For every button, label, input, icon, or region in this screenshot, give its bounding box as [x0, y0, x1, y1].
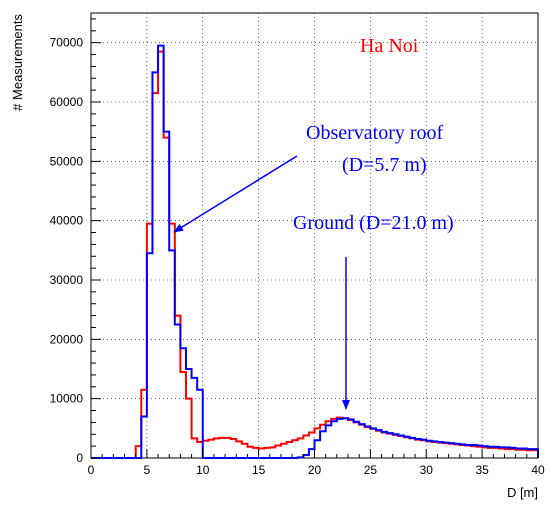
y-tick-label: 50000: [50, 154, 84, 168]
histogram-series-2: [91, 44, 539, 459]
ground-annotation-label: Ground (D=21.0 m): [293, 212, 454, 234]
y-tick-label: 0: [76, 451, 83, 465]
x-tick-label: 15: [252, 463, 266, 477]
x-tick-label: 25: [364, 463, 378, 477]
x-tick-label: 0: [88, 463, 95, 477]
city-label: Ha Noi: [360, 35, 419, 57]
x-tick-label: 5: [144, 463, 151, 477]
y-tick-label: 30000: [50, 273, 84, 287]
x-tick-label: 40: [531, 463, 545, 477]
x-tick-label: 10: [196, 463, 210, 477]
x-tick-label: 35: [475, 463, 489, 477]
y-tick-label: 70000: [50, 36, 84, 50]
x-tick-label: 20: [308, 463, 322, 477]
series-layer: [91, 44, 539, 459]
axis-ticks: 0 5 10 15 20 25 30 35 40 0 10000 20000 30000 40000 500…: [50, 18, 545, 477]
y-tick-label: 10000: [50, 392, 84, 406]
roof-annotation-label: Observatory roof: [306, 122, 444, 144]
x-tick-label: 30: [420, 463, 434, 477]
grid-lines: [91, 13, 538, 458]
plot-frame: [90, 12, 539, 459]
x-axis-label: D [m]: [507, 485, 538, 500]
roof-arrow: [173, 155, 298, 233]
y-tick-label: 40000: [50, 214, 84, 228]
y-tick-label: 20000: [50, 332, 84, 346]
y-tick-label: 60000: [50, 95, 84, 109]
y-axis-label: # Measurements: [10, 14, 25, 111]
roof-annotation-value: (D=5.7 m): [342, 154, 427, 176]
